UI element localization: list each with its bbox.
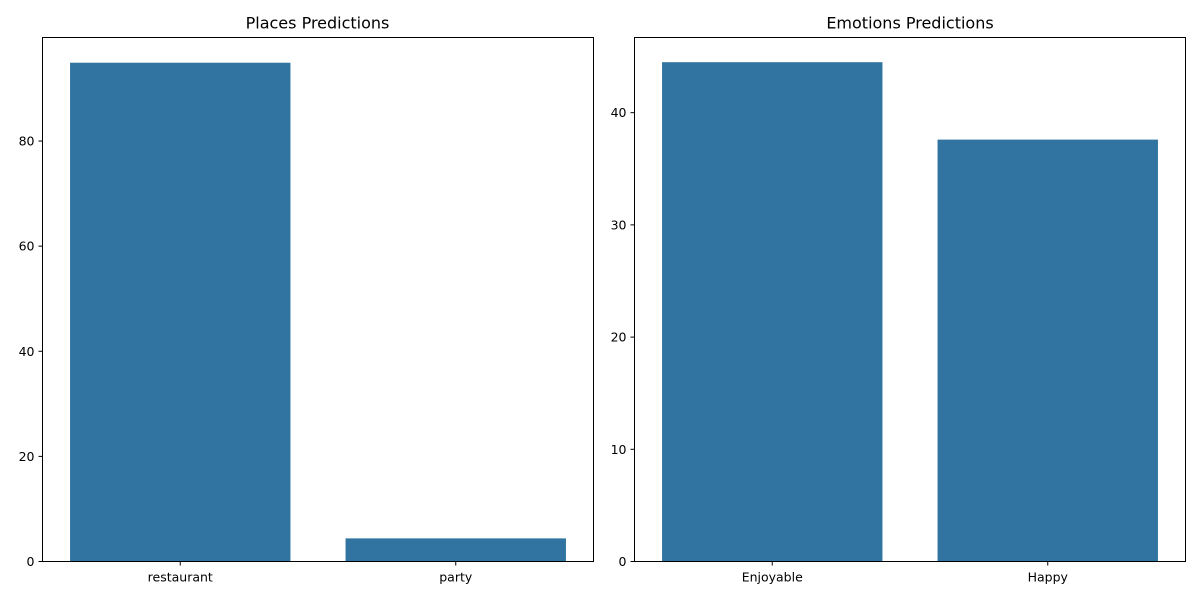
bar-happy	[937, 139, 1158, 562]
x-tick-label: party	[439, 570, 473, 585]
emotions-predictions-chart: Emotions Predictions 0 10 20 30 40 Enjoyable…	[611, 14, 1186, 585]
bar-group	[662, 62, 1158, 562]
y-tick-label: 40	[19, 344, 35, 359]
y-tick-label: 20	[19, 449, 35, 464]
chart-title: Places Predictions	[246, 14, 390, 33]
x-tick-label: restaurant	[148, 570, 213, 585]
y-axis: 0 10 20 30 40	[611, 105, 635, 569]
x-tick-label: Enjoyable	[742, 570, 803, 585]
y-tick-label: 30	[611, 217, 627, 232]
bar-group	[70, 62, 566, 562]
y-axis: 0 20 40 60 80	[19, 134, 43, 569]
bar-enjoyable	[662, 62, 883, 562]
y-tick-label: 0	[27, 554, 35, 569]
y-tick-label: 80	[19, 134, 35, 149]
x-tick-label: Happy	[1028, 570, 1069, 585]
bar-restaurant	[70, 62, 291, 562]
y-tick-label: 20	[611, 330, 627, 345]
y-tick-label: 0	[619, 554, 627, 569]
axes-frame	[634, 37, 1186, 562]
x-axis: Enjoyable Happy	[742, 561, 1069, 585]
bar-party	[345, 538, 566, 562]
chart-title: Emotions Predictions	[826, 14, 993, 33]
places-predictions-chart: Places Predictions 0 20 40 60 80 restaurant p…	[19, 14, 594, 585]
y-tick-label: 60	[19, 239, 35, 254]
y-tick-label: 40	[611, 105, 627, 120]
x-axis: restaurant party	[148, 561, 473, 585]
axes-frame	[42, 37, 594, 562]
y-tick-label: 10	[611, 442, 627, 457]
